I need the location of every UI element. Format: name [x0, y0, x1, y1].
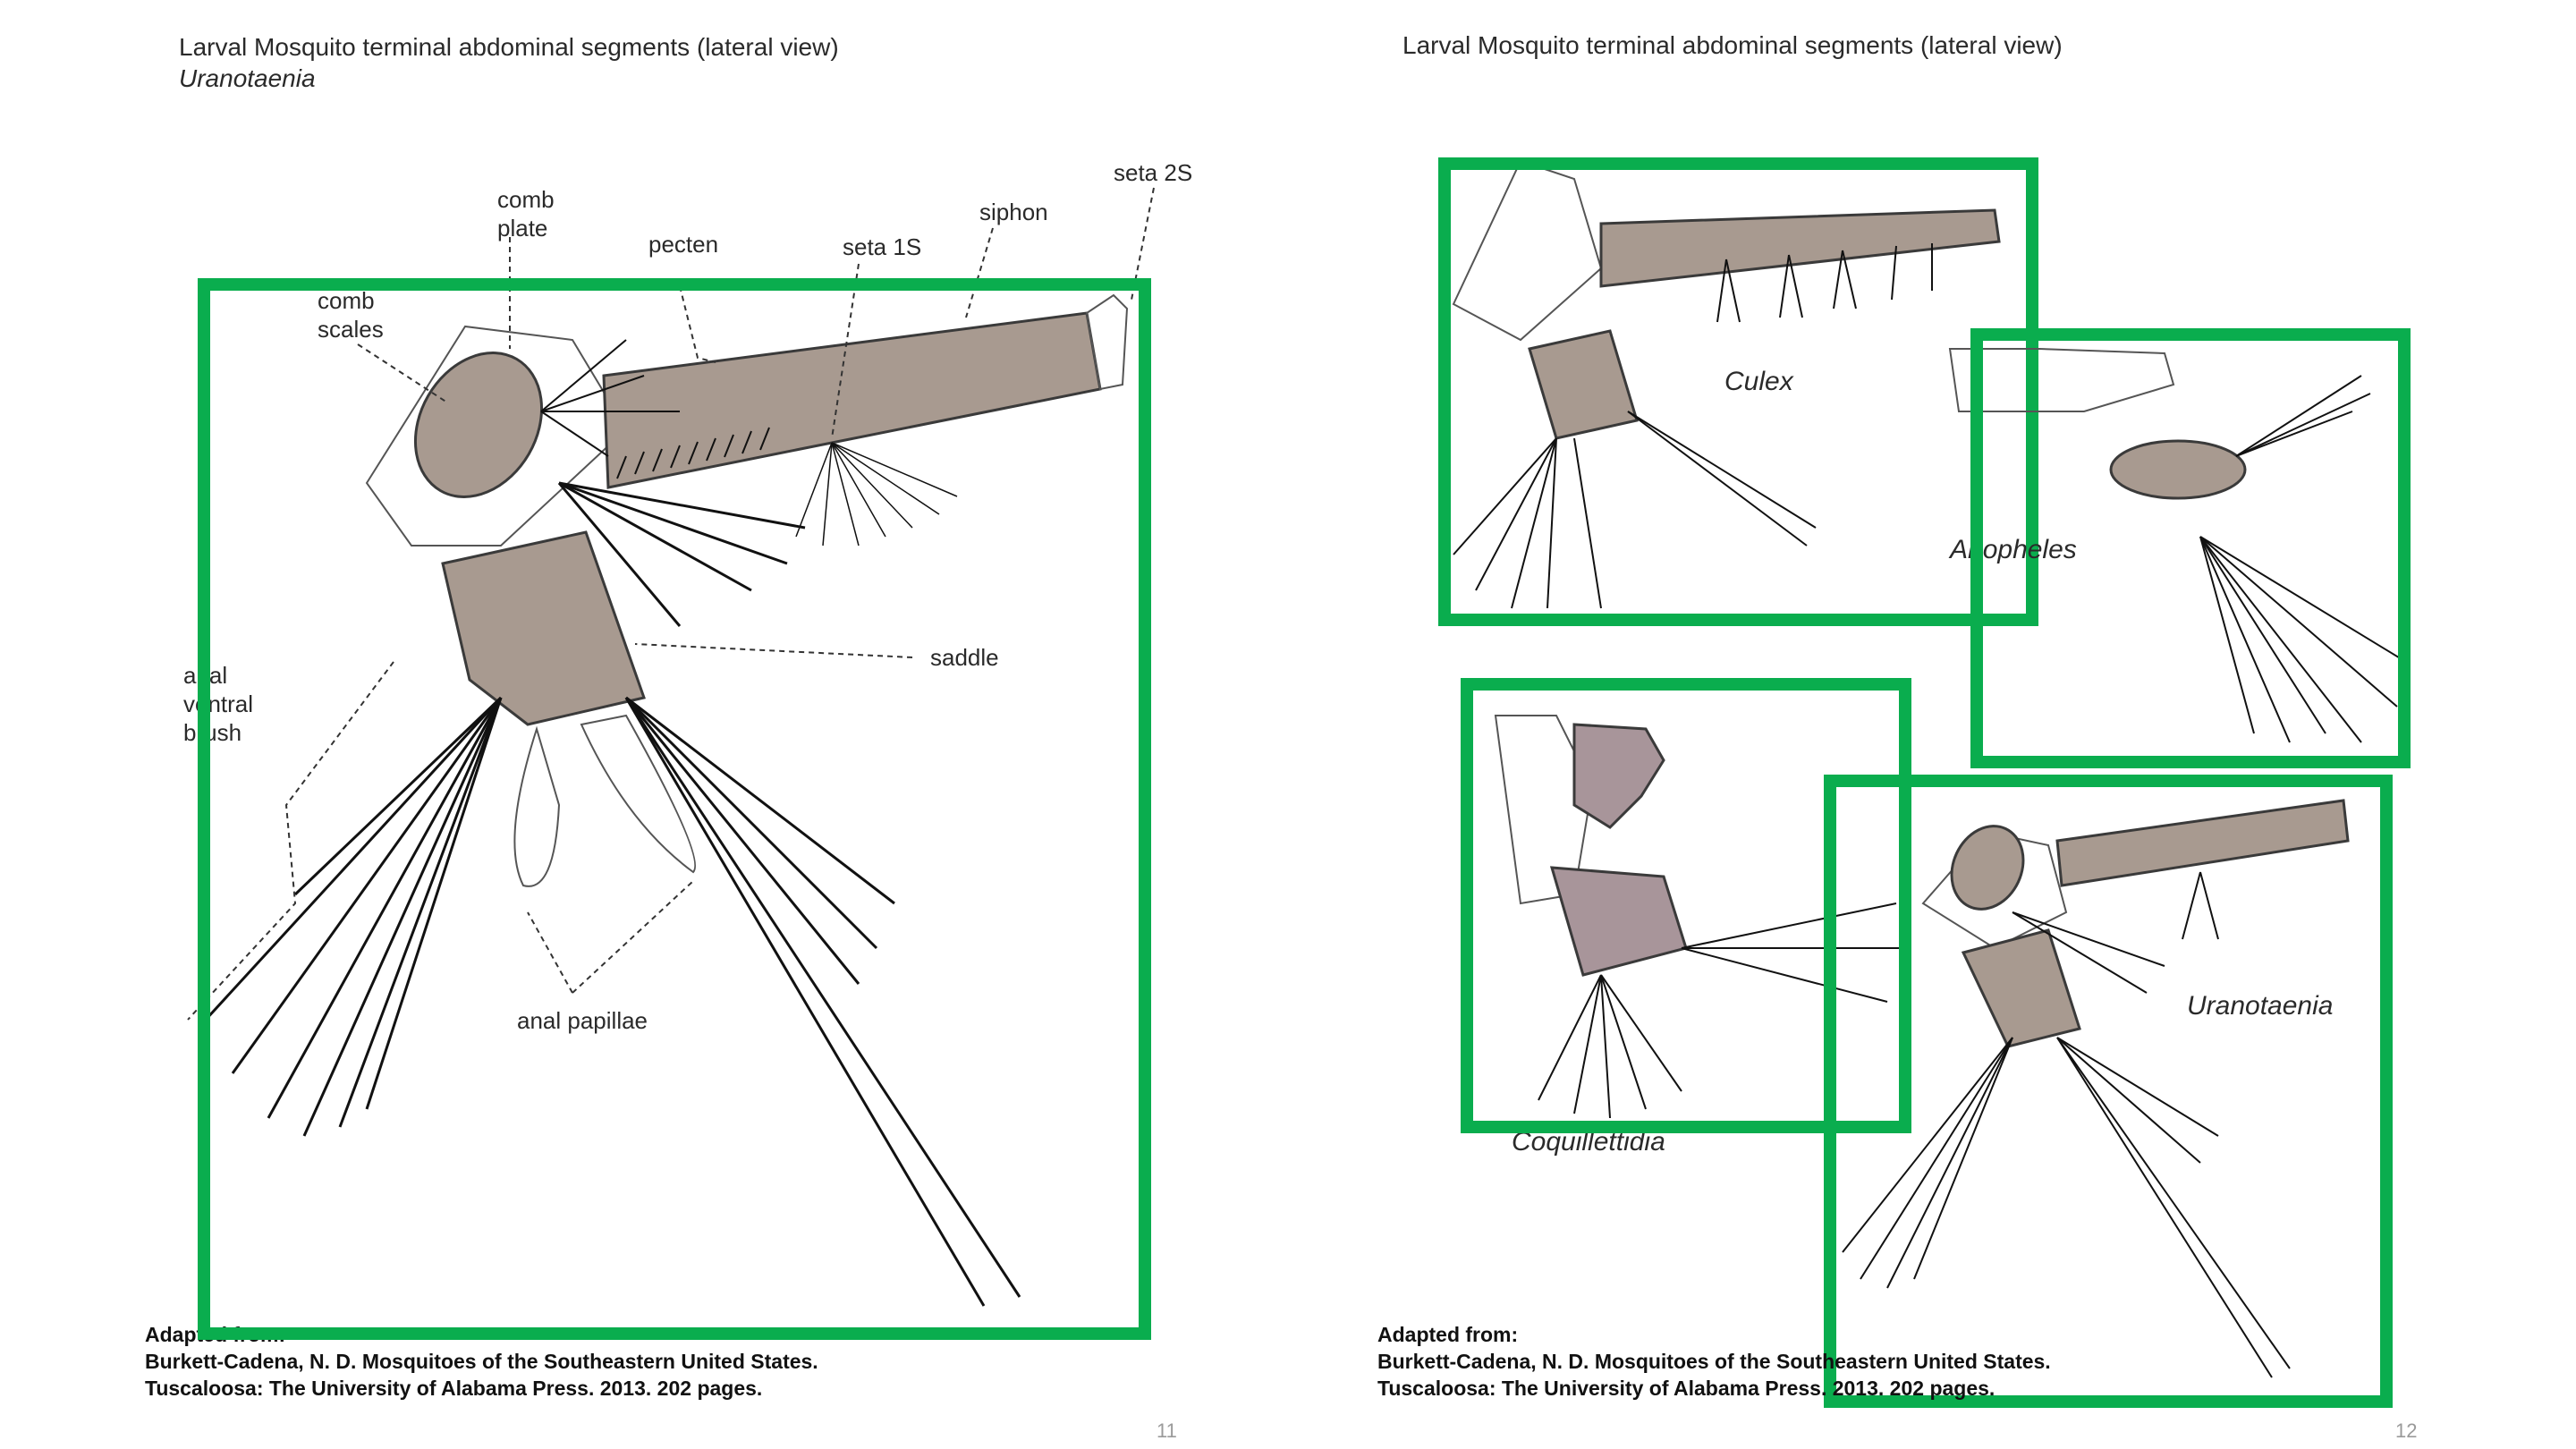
anopheles-segment-outline: [1948, 348, 2175, 412]
uranotaenia-small-comb-plate: [1950, 825, 2025, 911]
setae-fans: [204, 339, 1021, 1307]
left-page: Larval Mosquito terminal abdominal segme…: [145, 33, 1192, 1442]
genus-label-anopheles: Anopheles: [1948, 535, 2077, 564]
right-ref-line3: Tuscaloosa: The University of Alabama Pr…: [1377, 1377, 1995, 1400]
saddle-shape: [441, 530, 646, 726]
anal-papilla-1: [513, 725, 561, 887]
anatomy-labels: comb plate comb scales pecten seta 1S si…: [183, 159, 1192, 1034]
siphon-tip: [1085, 293, 1129, 391]
left-ref-line3: Tuscaloosa: The University of Alabama Pr…: [145, 1377, 762, 1400]
anal-papillae-leader-1: [527, 911, 573, 994]
anopheles-highlight-box: [1970, 328, 2411, 768]
culex-setae: [1453, 243, 1933, 609]
right-ref-line1: Adapted from:: [1377, 1323, 1518, 1346]
label-anal-papillae: anal papillae: [517, 1007, 648, 1034]
uranotaenia-small-siphon: [2055, 799, 2350, 887]
right-page-title: Larval Mosquito terminal abdominal segme…: [1402, 31, 2063, 59]
uranotaenia-large-illustration: [204, 293, 1129, 1307]
siphon-leader: [965, 227, 994, 318]
siphon-shape: [602, 311, 1102, 489]
coquillettidia-segment-outline: [1494, 715, 1594, 905]
label-seta-2s: seta 2S: [1114, 159, 1192, 186]
left-highlight-box: [198, 278, 1151, 1340]
label-anal-brush-line2: ventral: [183, 691, 253, 717]
left-page-title: Larval Mosquito terminal abdominal segme…: [179, 33, 839, 61]
right-page: Larval Mosquito terminal abdominal segme…: [1377, 31, 2417, 1442]
coquillettidia-saddle: [1549, 866, 1688, 977]
coquillettidia-illustration: Coquillettidia: [1494, 715, 1905, 1157]
label-saddle: saddle: [930, 644, 999, 671]
anal-papillae-leader-2: [572, 880, 694, 994]
culex-saddle: [1528, 329, 1639, 440]
comb-plate-shape: [413, 352, 544, 498]
label-comb-scales-line1: comb: [318, 287, 375, 314]
coquillettidia-siphon: [1572, 723, 1665, 829]
label-anal-brush-line3: brush: [183, 719, 242, 746]
right-reference: Adapted from: Burkett-Cadena, N. D. Mosq…: [1377, 1323, 2051, 1400]
genus-label-culex: Culex: [1724, 367, 1794, 396]
left-page-number: 11: [1157, 1419, 1177, 1442]
culex-illustration: Culex: [1452, 159, 2001, 609]
uranotaenia-highlight-box: [1824, 775, 2393, 1408]
anopheles-illustration: Anopheles: [1948, 348, 2407, 743]
anopheles-saddle: [2109, 439, 2247, 500]
anopheles-setae: [2199, 375, 2407, 743]
comb-scales-leader: [357, 343, 448, 403]
saddle-leader: [634, 643, 913, 658]
pecten-leader: [679, 285, 716, 363]
uranotaenia-small-setae: [1842, 871, 2291, 1378]
culex-highlight-box: [1438, 157, 2038, 626]
label-siphon: siphon: [979, 199, 1048, 225]
uranotaenia-small-illustration: Uranotaenia: [1842, 799, 2350, 1378]
culex-siphon: [1599, 208, 2001, 288]
pecten-teeth: [616, 427, 770, 479]
uranotaenia-small-saddle: [1961, 928, 2081, 1048]
coquillettidia-setae: [1538, 902, 1905, 1119]
label-comb-scales-line2: scales: [318, 316, 384, 343]
label-comb-plate-line2: plate: [497, 215, 547, 242]
left-page-subtitle: Uranotaenia: [179, 64, 316, 92]
coquillettidia-highlight-box: [1461, 678, 1911, 1133]
culex-segment-outline: [1452, 159, 1603, 342]
label-seta-1s: seta 1S: [843, 233, 921, 260]
anal-brush-leader: [187, 661, 394, 1021]
right-ref-line2: Burkett-Cadena, N. D. Mosquitoes of the …: [1377, 1350, 2051, 1373]
genus-label-uranotaenia: Uranotaenia: [2187, 991, 2333, 1021]
right-page-number: 12: [2395, 1419, 2417, 1442]
label-leaders: [187, 187, 1155, 1021]
left-ref-line2: Burkett-Cadena, N. D. Mosquitoes of the …: [145, 1350, 818, 1373]
anal-papilla-2: [580, 714, 697, 874]
label-pecten: pecten: [648, 231, 718, 258]
label-comb-plate-line1: comb: [497, 186, 555, 213]
